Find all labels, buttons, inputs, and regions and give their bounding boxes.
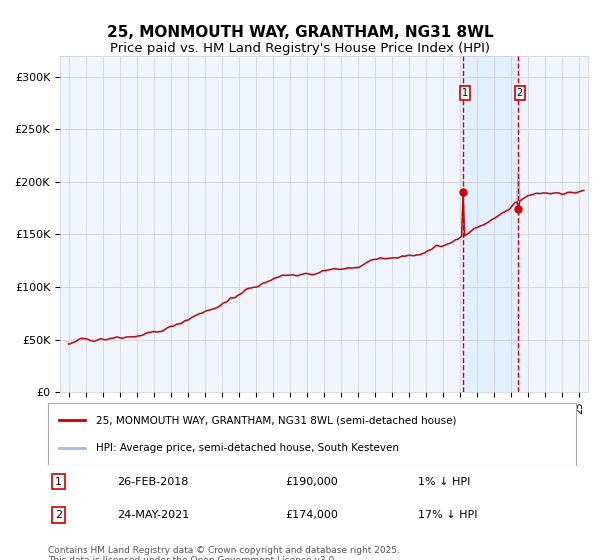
Text: 1% ↓ HPI: 1% ↓ HPI [418, 477, 470, 487]
Text: 2: 2 [55, 510, 62, 520]
Text: Price paid vs. HM Land Registry's House Price Index (HPI): Price paid vs. HM Land Registry's House … [110, 42, 490, 55]
Text: £190,000: £190,000 [286, 477, 338, 487]
Text: 25, MONMOUTH WAY, GRANTHAM, NG31 8WL (semi-detached house): 25, MONMOUTH WAY, GRANTHAM, NG31 8WL (se… [95, 416, 456, 426]
Text: 17% ↓ HPI: 17% ↓ HPI [418, 510, 477, 520]
Text: 24-MAY-2021: 24-MAY-2021 [116, 510, 189, 520]
Text: 25, MONMOUTH WAY, GRANTHAM, NG31 8WL: 25, MONMOUTH WAY, GRANTHAM, NG31 8WL [107, 25, 493, 40]
Text: 26-FEB-2018: 26-FEB-2018 [116, 477, 188, 487]
Bar [463, 56, 518, 392]
Text: HPI: Average price, semi-detached house, South Kesteven: HPI: Average price, semi-detached house,… [95, 442, 398, 452]
Text: 1: 1 [55, 477, 62, 487]
Text: Contains HM Land Registry data © Crown copyright and database right 2025.
This d: Contains HM Land Registry data © Crown c… [48, 546, 400, 560]
Text: 2: 2 [517, 88, 523, 98]
Text: £174,000: £174,000 [286, 510, 338, 520]
Text: 1: 1 [461, 88, 467, 98]
